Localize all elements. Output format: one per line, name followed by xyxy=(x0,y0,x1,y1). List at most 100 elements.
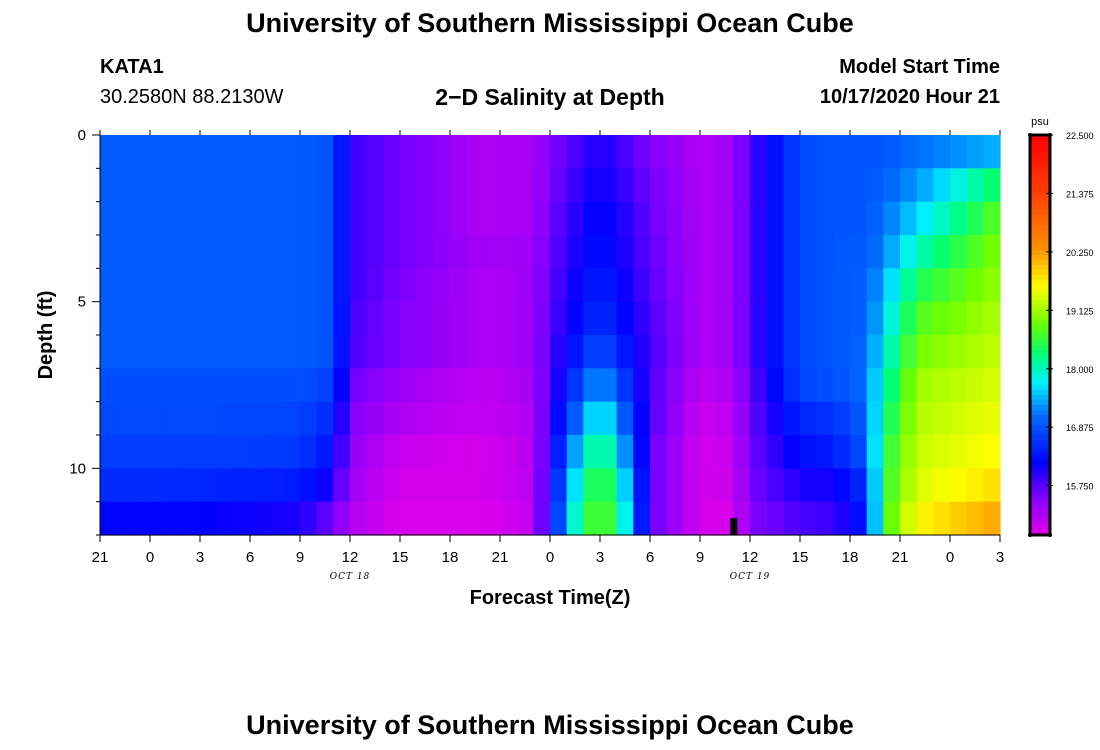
heatmap-cell xyxy=(883,368,901,403)
heatmap-cell xyxy=(416,201,434,236)
heatmap-cell xyxy=(716,201,734,236)
heatmap-cell xyxy=(383,235,401,269)
heatmap-cell xyxy=(733,201,751,236)
heatmap-cell xyxy=(316,301,334,336)
heatmap-cell xyxy=(600,201,618,236)
heatmap-cell xyxy=(566,501,584,536)
heatmap-cell xyxy=(633,301,651,336)
heatmap-cell xyxy=(933,235,951,269)
colorbar-segment xyxy=(1030,445,1050,451)
colorbar-segment xyxy=(1030,340,1050,346)
heatmap-cell xyxy=(200,335,218,369)
heatmap-cell xyxy=(916,201,934,236)
heatmap-cell xyxy=(216,501,234,536)
heatmap-cell xyxy=(716,268,734,303)
heatmap-cell xyxy=(683,368,701,403)
heatmap-cell xyxy=(316,168,334,203)
heatmap-cell xyxy=(766,135,784,169)
heatmap-cell xyxy=(533,468,551,503)
heatmap-cell xyxy=(166,301,184,336)
heatmap-cell xyxy=(233,501,251,536)
heatmap-cell xyxy=(950,201,968,236)
heatmap-cell xyxy=(250,301,268,336)
heatmap-cell xyxy=(316,501,334,536)
heatmap-cell xyxy=(466,268,484,303)
heatmap-cell xyxy=(250,201,268,236)
heatmap-cell xyxy=(100,135,118,169)
heatmap-cell xyxy=(500,335,518,369)
colorbar-segment xyxy=(1030,365,1050,371)
heatmap-cell xyxy=(583,235,601,269)
heatmap-cell xyxy=(816,135,834,169)
heatmap-cell xyxy=(350,468,368,503)
heatmap-cell xyxy=(516,135,534,169)
heatmap-cell xyxy=(333,135,351,169)
heatmap-cell xyxy=(633,201,651,236)
colorbar-tick-label: 21.375 xyxy=(1066,189,1094,199)
heatmap-cell xyxy=(966,435,984,469)
heatmap-cell xyxy=(883,335,901,369)
heatmap-cell xyxy=(833,168,851,203)
heatmap-cell xyxy=(866,268,884,303)
heatmap-cell xyxy=(266,501,284,536)
heatmap-cell xyxy=(766,335,784,369)
heatmap-cell xyxy=(183,135,201,169)
colorbar-tick-label: 22.500 xyxy=(1066,131,1094,141)
heatmap-cell xyxy=(250,135,268,169)
heatmap-cell xyxy=(600,301,618,336)
heatmap-cell xyxy=(866,168,884,203)
colorbar-segment xyxy=(1030,150,1050,156)
colorbar-tick-label: 20.250 xyxy=(1066,248,1094,258)
heatmap-cell xyxy=(183,401,201,436)
heatmap-cell xyxy=(433,135,451,169)
heatmap-cell xyxy=(550,368,568,403)
heatmap-cell xyxy=(116,501,134,536)
x-tick-label: 21 xyxy=(492,549,509,566)
heatmap-cell xyxy=(766,368,784,403)
heatmap-cell xyxy=(700,168,718,203)
heatmap-cell xyxy=(716,335,734,369)
heatmap-cell xyxy=(366,435,384,469)
heatmap-cell xyxy=(333,201,351,236)
heatmap-cell xyxy=(650,201,668,236)
heatmap-cell xyxy=(400,268,418,303)
heatmap-cell xyxy=(633,468,651,503)
heatmap-cell xyxy=(383,335,401,369)
heatmap-cell xyxy=(733,468,751,503)
colorbar-segment xyxy=(1030,440,1050,446)
heatmap-cell xyxy=(850,435,868,469)
colorbar-tick-label: 16.875 xyxy=(1066,423,1094,433)
heatmap-cell xyxy=(650,435,668,469)
heatmap-cell xyxy=(133,201,151,236)
heatmap-cell xyxy=(833,501,851,536)
heatmap-cell xyxy=(650,235,668,269)
heatmap-cell xyxy=(583,401,601,436)
heatmap-cell xyxy=(750,435,768,469)
heatmap-cell xyxy=(400,368,418,403)
heatmap-cell xyxy=(266,435,284,469)
heatmap-cell xyxy=(566,135,584,169)
heatmap-cell xyxy=(300,235,318,269)
heatmap-cell xyxy=(366,235,384,269)
heatmap-cell xyxy=(866,301,884,336)
heatmap-cell xyxy=(233,268,251,303)
heatmap-cell xyxy=(516,201,534,236)
heatmap-cell xyxy=(233,435,251,469)
heatmap-cell xyxy=(850,135,868,169)
heatmap-cell xyxy=(450,168,468,203)
heatmap-cell xyxy=(333,268,351,303)
heatmap-cell xyxy=(416,401,434,436)
heatmap-cell xyxy=(483,368,501,403)
heatmap-cell xyxy=(783,501,801,536)
heatmap-cell xyxy=(150,135,168,169)
heatmap-cell xyxy=(666,368,684,403)
heatmap-cell xyxy=(133,501,151,536)
heatmap-cell xyxy=(900,435,918,469)
heatmap-cell xyxy=(866,335,884,369)
heatmap-cell xyxy=(983,235,1001,269)
heatmap-cell xyxy=(366,268,384,303)
heatmap-cell xyxy=(550,235,568,269)
heatmap-cell xyxy=(516,468,534,503)
heatmap-cell xyxy=(450,368,468,403)
heatmap-cell xyxy=(616,268,634,303)
